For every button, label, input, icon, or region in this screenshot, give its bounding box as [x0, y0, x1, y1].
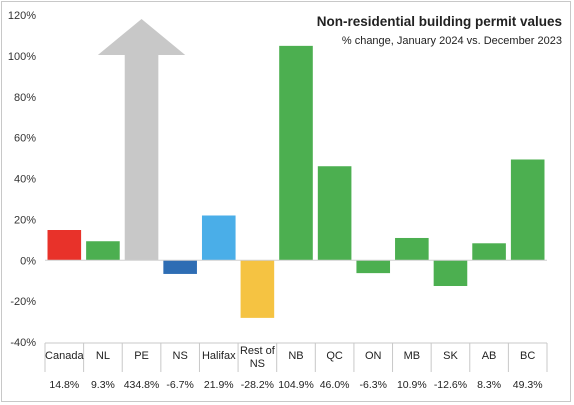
- x-category-label: QC: [326, 350, 343, 362]
- data-value-label: 10.9%: [397, 379, 427, 391]
- x-category-label: NS: [173, 350, 188, 362]
- data-value-label: 14.8%: [49, 379, 79, 391]
- bar-nl: [86, 241, 120, 261]
- y-tick-label: -20%: [10, 296, 36, 308]
- bar-sk: [433, 260, 468, 287]
- bar-bc: [510, 159, 545, 261]
- bar-nb: [279, 45, 313, 261]
- data-value-label: -12.6%: [434, 379, 467, 391]
- x-category-label: MB: [404, 350, 421, 362]
- bar-ab: [472, 243, 506, 261]
- data-value-label: 21.9%: [204, 379, 234, 391]
- x-category-label: SK: [443, 350, 458, 362]
- x-category-label: NB: [288, 350, 303, 362]
- chart-title: Non-residential building permit values: [316, 14, 562, 29]
- y-tick-label: 120%: [8, 10, 36, 22]
- bar-mb: [395, 237, 429, 261]
- x-category-label: BC: [520, 350, 535, 362]
- data-value-label: 8.3%: [477, 379, 501, 391]
- x-category-label: Canada: [45, 350, 84, 362]
- x-category-label: NL: [96, 350, 110, 362]
- bar-on: [356, 260, 391, 274]
- bar-pe-arrow: [97, 19, 186, 261]
- data-value-label: 434.8%: [124, 379, 160, 391]
- data-value-label: 9.3%: [91, 379, 115, 391]
- bar-halifax: [201, 215, 236, 261]
- x-category-label: Rest of NS: [240, 345, 276, 370]
- data-value-label: 104.9%: [278, 379, 314, 391]
- x-category-label: PE: [134, 350, 149, 362]
- data-value-label: 49.3%: [513, 379, 543, 391]
- data-value-label: -6.7%: [166, 379, 193, 391]
- y-tick-label: 0%: [20, 255, 36, 267]
- bar-canada: [47, 230, 82, 261]
- y-tick-label: -40%: [10, 337, 36, 349]
- y-tick-label: 40%: [14, 174, 36, 186]
- x-category-label: ON: [365, 350, 382, 362]
- bar-rest-of-ns: [240, 260, 275, 318]
- y-tick-label: 20%: [14, 214, 36, 226]
- chart-subtitle: % change, January 2024 vs. December 2023: [341, 35, 562, 47]
- data-value-label: -6.3%: [360, 379, 387, 391]
- y-tick-label: 100%: [8, 51, 36, 63]
- x-category-label: AB: [482, 350, 497, 362]
- data-value-label: -28.2%: [241, 379, 274, 391]
- y-tick-label: 80%: [14, 92, 36, 104]
- x-category-label: Halifax: [202, 350, 236, 362]
- y-tick-label: 60%: [14, 133, 36, 145]
- bar-qc: [317, 166, 352, 261]
- data-value-label: 46.0%: [320, 379, 350, 391]
- bar-ns: [163, 260, 197, 274]
